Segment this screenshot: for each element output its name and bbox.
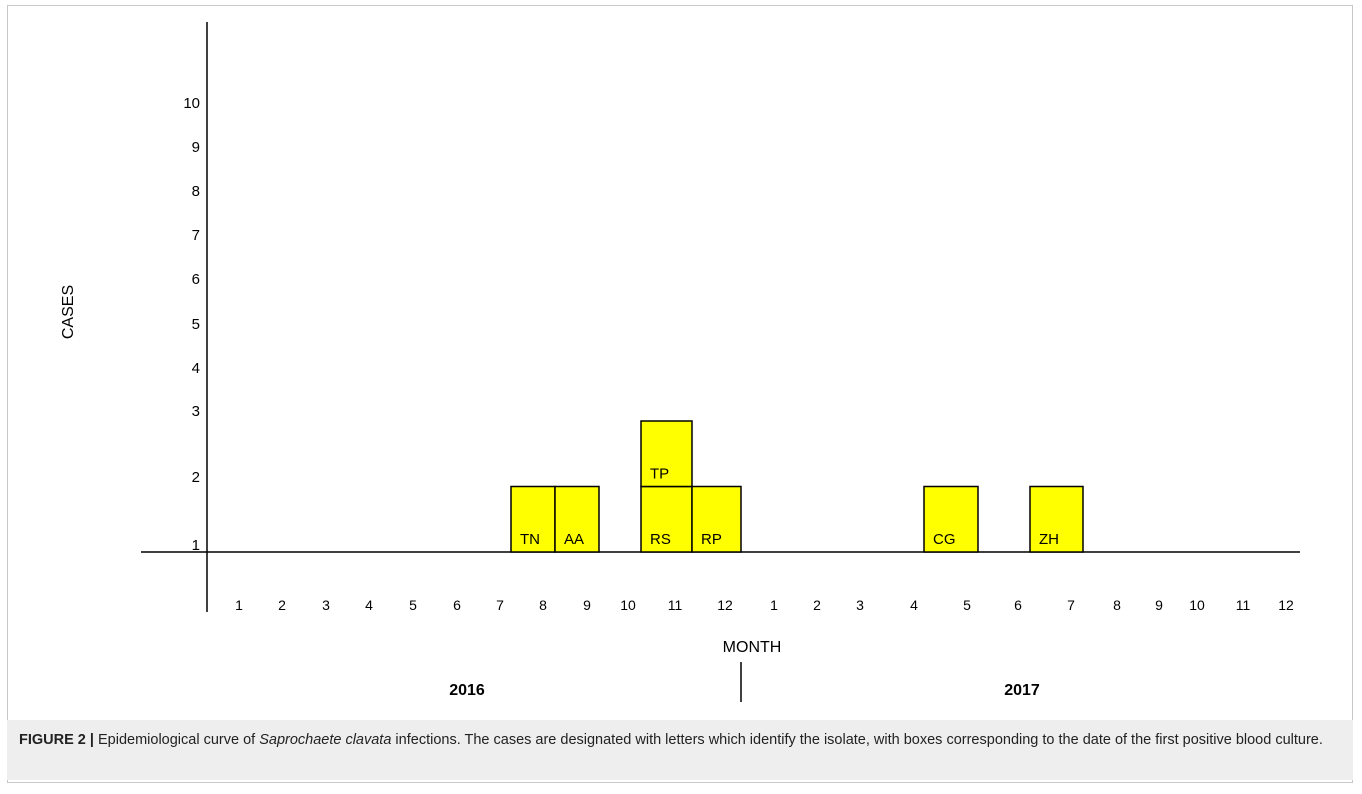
year-label-2017: 2017: [1004, 682, 1040, 699]
x-tick-label: 4: [910, 597, 918, 613]
y-tick-label: 8: [192, 183, 200, 200]
case-box: [554, 485, 600, 553]
x-tick-label: 2: [278, 597, 286, 613]
y-tick-label: 9: [192, 139, 200, 156]
y-tick-label: 6: [192, 271, 200, 288]
case-box: [1029, 485, 1084, 553]
y-tick-label: 7: [192, 227, 200, 244]
figure-caption: FIGURE 2 | Epidemiological curve of Sapr…: [7, 720, 1353, 780]
case-box: [640, 420, 693, 488]
case-label: ZH: [1039, 531, 1059, 548]
x-tick-label: 9: [583, 597, 591, 613]
x-tick-label: 8: [1113, 597, 1121, 613]
x-tick-label: 3: [322, 597, 330, 613]
x-tick-label: 4: [365, 597, 373, 613]
figure-frame: [7, 5, 1353, 783]
x-tick-label: 1: [770, 597, 778, 613]
x-tick-label: 1: [235, 597, 243, 613]
x-tick-label: 12: [717, 597, 733, 613]
case-label: TP: [650, 466, 669, 483]
case-label: TN: [520, 531, 540, 548]
case-box: [640, 485, 693, 553]
x-tick-label: 9: [1155, 597, 1163, 613]
x-tick-label: 5: [963, 597, 971, 613]
x-axis-label: MONTH: [723, 639, 782, 656]
y-tick-label: 3: [192, 403, 200, 420]
case-label: RS: [650, 531, 671, 548]
y-tick-labels: 1 2 3 4 5 6 7 8 9 10: [183, 95, 200, 554]
caption-label: FIGURE 2 |: [19, 732, 94, 748]
case-box: [510, 485, 556, 553]
case-label: RP: [701, 531, 722, 548]
x-tick-label: 12: [1278, 597, 1294, 613]
x-tick-label: 8: [539, 597, 547, 613]
y-tick-label: 2: [192, 469, 200, 486]
y-tick-label: 1: [192, 537, 200, 554]
case-label: AA: [564, 531, 584, 548]
x-tick-label: 6: [1014, 597, 1022, 613]
y-axis-label: CASES: [60, 285, 77, 339]
y-tick-label: 10: [183, 95, 200, 112]
caption-text-before: Epidemiological curve of: [93, 732, 260, 748]
caption-text-after: infections. The cases are designated wit…: [391, 732, 1323, 748]
x-tick-label: 5: [409, 597, 417, 613]
case-boxes: TN AA RS TP RP CG ZH: [510, 420, 1084, 553]
case-label: CG: [933, 531, 956, 548]
year-label-2016: 2016: [449, 682, 485, 699]
x-tick-label: 7: [496, 597, 504, 613]
x-tick-label: 11: [668, 597, 683, 613]
caption-species: Saprochaete clavata: [259, 732, 392, 748]
case-box: [691, 485, 742, 553]
y-tick-label: 5: [192, 316, 200, 333]
case-box: [923, 485, 979, 553]
y-tick-label: 4: [192, 360, 200, 377]
x-tick-label: 3: [856, 597, 864, 613]
x-tick-label: 10: [1189, 597, 1205, 613]
x-tick-label: 7: [1067, 597, 1075, 613]
x-tick-label: 11: [1236, 597, 1251, 613]
x-tick-labels: 1 2 3 4 5 6 7 8 9 10 11 12 1 2 3 4 5 6 7 8 9 10 11 12: [235, 597, 1294, 613]
x-tick-label: 6: [453, 597, 461, 613]
x-tick-label: 10: [620, 597, 636, 613]
x-tick-label: 2: [813, 597, 821, 613]
